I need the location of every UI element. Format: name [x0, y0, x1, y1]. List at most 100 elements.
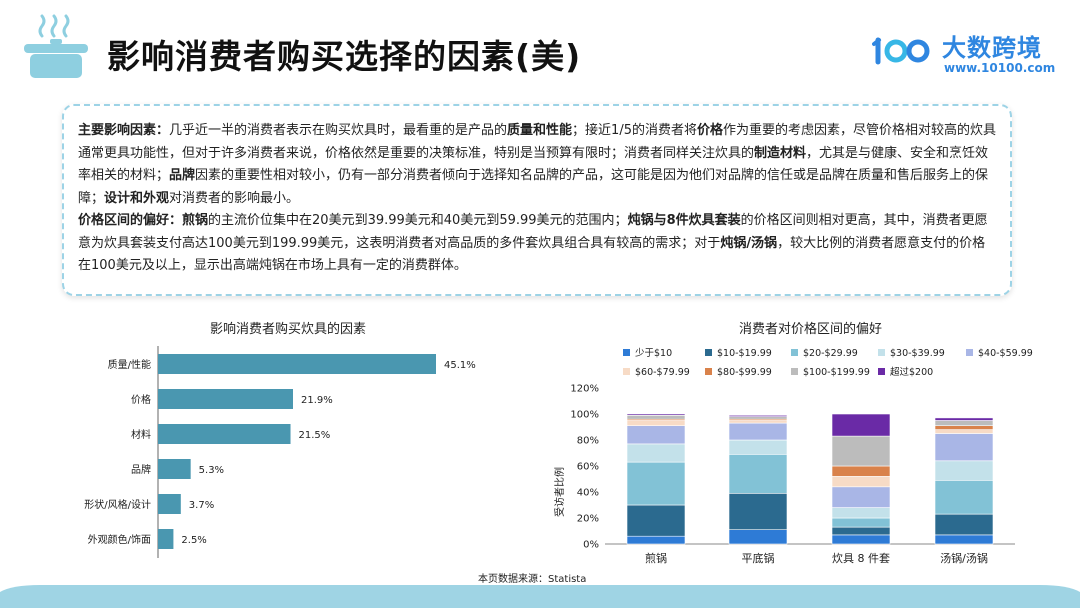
legend-label: 少于$10	[635, 348, 672, 359]
stacked-segment	[934, 433, 994, 462]
summary-emphasis: 品牌	[169, 168, 196, 183]
summary-emphasis: 炖锅与8件炊具套装	[627, 213, 741, 228]
legend-label: $40-$59.99	[978, 348, 1033, 359]
value-label: 21.5%	[299, 430, 331, 441]
summary-text: ，尤其是与健康、安全和烹饪效率相关的材料；	[78, 145, 989, 184]
legend-label: $60-$79.99	[635, 367, 690, 378]
legend-swatch	[966, 349, 973, 356]
stacked-segment	[934, 417, 994, 421]
summary-emphasis: 煎锅	[182, 213, 209, 228]
category-label: 外观颜色/饰面	[88, 533, 151, 546]
stacked-segment	[831, 476, 891, 488]
legend-label: $10-$19.99	[717, 348, 772, 359]
stacked-segment	[626, 443, 686, 463]
stacked-segment	[728, 422, 788, 441]
cooking-pot-icon	[24, 14, 88, 78]
legend-label: 超过$200	[890, 366, 933, 378]
legend-swatch	[878, 368, 885, 375]
value-label: 5.3%	[199, 465, 224, 476]
footer-band	[0, 585, 1080, 608]
factors-bar-chart: 质量/性能 45.1% 价格 21.9% 材料 21.5% 品牌 5.3% 形状/风格/设计 3.…	[84, 346, 476, 558]
stacked-segment	[626, 535, 686, 545]
y-tick-label: 60%	[577, 462, 599, 473]
bar	[158, 494, 181, 514]
stacked-segment	[934, 480, 994, 515]
logo-mark-icon	[872, 37, 930, 65]
legend-swatch	[791, 349, 798, 356]
stacked-segment	[728, 439, 788, 455]
summary-emphasis: 价格区间的偏好：	[78, 213, 183, 228]
summary-text: 几乎近一半的消费者表示在购买炊具时，最看重的是产品的	[169, 123, 508, 138]
category-label: 价格	[131, 393, 151, 406]
stacked-segment	[728, 529, 788, 545]
price-chart-title: 消费者对价格区间的偏好	[739, 322, 883, 337]
logo-url: www.10100.com	[944, 61, 1056, 75]
x-category-label: 炊具 8 件套	[832, 552, 890, 565]
summary-emphasis: 价格	[696, 123, 723, 138]
value-label: 21.9%	[301, 395, 333, 406]
stacked-segment	[831, 526, 891, 536]
logo-name: 大数跨境	[942, 34, 1042, 62]
y-tick-label: 80%	[577, 436, 599, 447]
stacked-segment	[728, 416, 788, 420]
stacked-segment	[934, 534, 994, 545]
price-stacked-bar-chart: 少于$10 $10-$19.99 $20-$29.99 $30-$39.99 $40-$…	[553, 348, 1033, 565]
stacked-segment	[831, 534, 891, 545]
stacked-segment	[831, 517, 891, 528]
bar	[158, 389, 293, 409]
stacked-segment	[626, 425, 686, 445]
y-tick-label: 40%	[577, 488, 599, 499]
stacked-segment	[831, 435, 891, 467]
y-axis-label: 受访者比例	[553, 467, 566, 517]
legend-swatch	[623, 349, 630, 356]
summary-emphasis: 质量和性能	[507, 123, 573, 138]
factors-chart-title: 影响消费者购买炊具的因素	[210, 322, 367, 337]
legend-label: $30-$39.99	[890, 348, 945, 359]
stacked-segment	[934, 513, 994, 536]
y-tick-label: 100%	[570, 410, 599, 421]
summary-text: 作为重要的考虑因素，尽管价格相对较高的炊具通常更具功能性，但对于许多消费者来说，…	[78, 123, 997, 161]
y-tick-label: 20%	[577, 514, 599, 525]
y-tick-label: 0%	[583, 540, 599, 551]
stacked-segment	[728, 415, 788, 417]
stacked-segment	[626, 461, 686, 506]
stacked-segment	[728, 454, 788, 494]
x-category-label: 煎锅	[645, 551, 667, 565]
bar	[158, 354, 436, 374]
y-tick-label: 120%	[570, 384, 599, 395]
stacked-segment	[728, 493, 788, 531]
bar	[158, 459, 191, 479]
summary-text: 因素的重要性相对较小，仍有一部分消费者倾向于选择知名品牌的产品，这可能是因为他们…	[78, 168, 989, 206]
legend-swatch	[791, 368, 798, 375]
stacked-segment	[831, 413, 891, 437]
x-category-label: 汤锅/汤锅	[940, 551, 988, 565]
value-label: 3.7%	[189, 500, 214, 511]
stacked-segment	[831, 465, 891, 477]
stacked-segment	[934, 425, 994, 430]
category-label: 品牌	[131, 463, 151, 476]
legend-swatch	[705, 349, 712, 356]
summary-box: 主要影响因素：几乎近一半的消费者表示在购买炊具时，最看重的是产品的质量和性能；接…	[62, 104, 1012, 296]
summary-paragraph-price: 价格区间的偏好：煎锅的主流价位集中在20美元到39.99美元和40美元到59.9…	[78, 210, 996, 278]
brand-logo: 大数跨境 www.10100.com	[872, 26, 1062, 82]
stacked-segment	[626, 413, 686, 416]
value-label: 2.5%	[181, 535, 206, 546]
bar	[158, 529, 174, 549]
stacked-segment	[728, 420, 788, 424]
stacked-segment	[831, 486, 891, 508]
legend-label: $80-$99.99	[717, 367, 772, 378]
category-label: 材料	[131, 428, 151, 441]
page-title: 影响消费者购买选择的因素(美)	[107, 37, 582, 76]
summary-text: ，较大比例的消费者愿意支付的价格在100美元及以上，显示出高端炖锅在市场上具有一…	[78, 235, 986, 274]
summary-emphasis: 主要影响因素：	[78, 123, 170, 138]
summary-text: 的主流价位集中在20美元到39.99美元和40美元到59.99美元的范围内；	[208, 213, 628, 228]
legend-label: $100-$199.99	[803, 367, 870, 378]
category-label: 形状/风格/设计	[84, 498, 151, 511]
summary-emphasis: 炖锅/汤锅	[720, 235, 778, 251]
stacked-segment	[626, 504, 686, 537]
source-note: 本页数据来源：Statista	[478, 574, 587, 585]
stacked-segment	[934, 429, 994, 434]
value-label: 45.1%	[444, 360, 476, 371]
stacked-segment	[831, 507, 891, 519]
stacked-segment	[934, 420, 994, 426]
